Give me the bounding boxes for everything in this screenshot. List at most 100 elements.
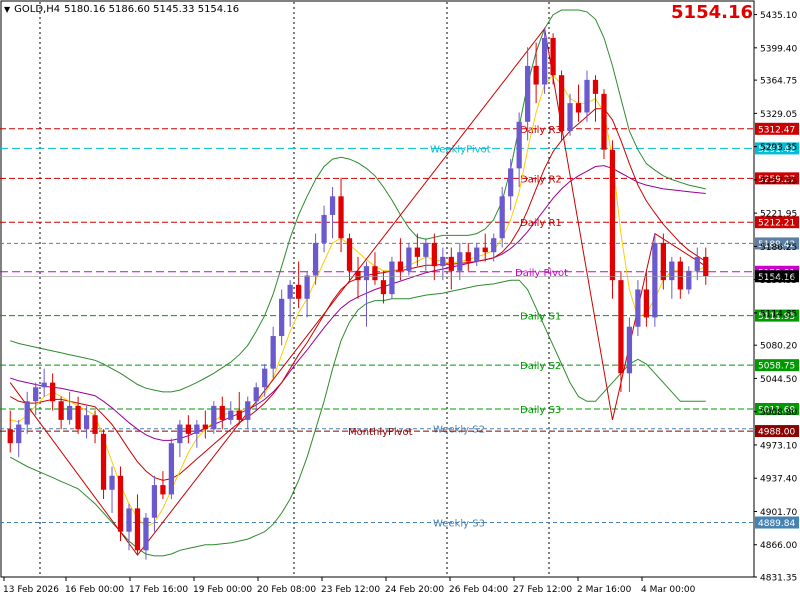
- level-price-box: [755, 425, 799, 438]
- y-tick-label: 5114.85: [760, 309, 797, 319]
- candle-bull: [474, 247, 480, 262]
- candle-bull: [287, 284, 293, 299]
- y-tick-label: 5221.95: [760, 210, 797, 220]
- candle-bull: [304, 275, 310, 299]
- candle-bear: [601, 93, 607, 150]
- candle-bear: [660, 242, 666, 281]
- x-tick-label: 13 Feb 2026: [3, 585, 59, 595]
- level-price-label: 5259.27: [758, 175, 795, 185]
- y-tick-label: 4866.00: [760, 541, 797, 551]
- candle-bull: [635, 289, 641, 327]
- current-price-label: 5154.16: [758, 273, 795, 283]
- candle-bear: [134, 508, 141, 551]
- candle-bear: [92, 415, 98, 434]
- level-label: Daily R2: [520, 174, 562, 185]
- candle-bull: [499, 196, 505, 239]
- candle-bear: [236, 410, 242, 420]
- candle-bull: [126, 508, 132, 532]
- candle-bull: [245, 401, 251, 420]
- candle-bull: [66, 405, 73, 420]
- level-price-box: [755, 142, 799, 155]
- y-tick-label: 5364.75: [760, 77, 797, 87]
- candle-bear: [7, 429, 13, 444]
- candle-bear: [643, 289, 650, 318]
- candle-bull: [109, 475, 115, 490]
- candle-bull: [626, 326, 633, 374]
- level-price-box: [755, 122, 799, 135]
- candle-bear: [160, 485, 166, 495]
- candle-bear: [575, 103, 582, 113]
- level-label: Daily R3: [520, 125, 562, 136]
- candle-bull: [83, 415, 90, 430]
- candle-bull: [541, 37, 548, 85]
- candle-bull: [516, 121, 522, 169]
- x-tick-label: 26 Feb 04:00: [449, 585, 508, 595]
- level-price-label: 4988.00: [758, 428, 795, 438]
- candle-bear: [558, 75, 565, 132]
- level-price-label: 5312.47: [758, 125, 795, 135]
- bollinger-upper-line: [10, 9, 706, 393]
- level-label: Weekly S3: [433, 519, 485, 530]
- candle-bull: [168, 443, 175, 495]
- candle-bull: [41, 382, 47, 388]
- candle-bull: [457, 252, 463, 271]
- level-price-box: [755, 359, 799, 372]
- current-price: 5154.16: [671, 2, 753, 23]
- y-tick-label: 5044.50: [760, 375, 797, 385]
- level-label: Weekly S2: [433, 425, 485, 436]
- candle-bull: [363, 266, 370, 281]
- candle-bear: [346, 238, 353, 271]
- candle-bear: [414, 247, 421, 257]
- axes: 5154.16 5435.10 5399.40 5364.75 5329.05 5293.…: [0, 11, 799, 595]
- level-price-box: [755, 309, 799, 322]
- candle-bull: [24, 401, 30, 425]
- candle-bear: [355, 270, 361, 281]
- candle-bull: [389, 261, 395, 295]
- candle-bull: [329, 196, 336, 215]
- candle-bull: [194, 424, 200, 434]
- level-label: Daily R1: [520, 218, 562, 229]
- candle-bull: [694, 256, 700, 271]
- dropdown-triangle-icon[interactable]: ▼: [4, 5, 11, 14]
- candle-bear: [372, 266, 378, 281]
- candle-bull: [525, 65, 531, 122]
- candle-bull: [423, 242, 429, 257]
- candle-bear: [618, 280, 624, 374]
- candle-bear: [185, 424, 191, 434]
- level-label: WeeklyPivot: [430, 144, 491, 155]
- x-tick-label: 23 Feb 12:00: [321, 585, 380, 595]
- level-price-box: [755, 237, 799, 250]
- x-tick-label: 20 Feb 08:00: [257, 585, 316, 595]
- candle-bull: [321, 214, 327, 243]
- level-price-box: [755, 403, 799, 416]
- x-tick-label: 17 Feb 16:00: [129, 585, 188, 595]
- candle-bear: [482, 247, 488, 253]
- level-price-box: [755, 516, 799, 529]
- level-price-box: [755, 216, 799, 229]
- candle-bear: [75, 405, 81, 430]
- candle-bear: [295, 284, 302, 299]
- candle-bull: [686, 270, 692, 290]
- current-price-box: [755, 270, 799, 283]
- ohlc-label: 5180.16 5186.60 5145.33 5154.16: [64, 4, 240, 15]
- candle-bull: [270, 336, 276, 369]
- candle-bear: [533, 65, 539, 85]
- candle-bear: [448, 256, 454, 271]
- candle-bear: [431, 242, 437, 267]
- candle-bear: [465, 252, 471, 262]
- bollinger-lower-line: [9, 279, 706, 557]
- candle-bear: [50, 382, 56, 402]
- level-label: Daily S3: [520, 405, 561, 416]
- ma-fast-line: [10, 74, 707, 528]
- candle-bull: [33, 387, 39, 402]
- candle-bull: [652, 242, 658, 318]
- y-tick-label: 4973.10: [760, 441, 797, 451]
- candle-bull: [406, 247, 412, 271]
- level-price-label: 5212.21: [758, 219, 795, 229]
- x-tick-label: 16 Feb 00:00: [65, 585, 124, 595]
- candle-bear: [338, 196, 344, 239]
- ma-slow-line: [10, 165, 706, 441]
- level-price-label: 5291.42: [758, 145, 795, 155]
- y-tick-label: 4831.35: [760, 574, 797, 584]
